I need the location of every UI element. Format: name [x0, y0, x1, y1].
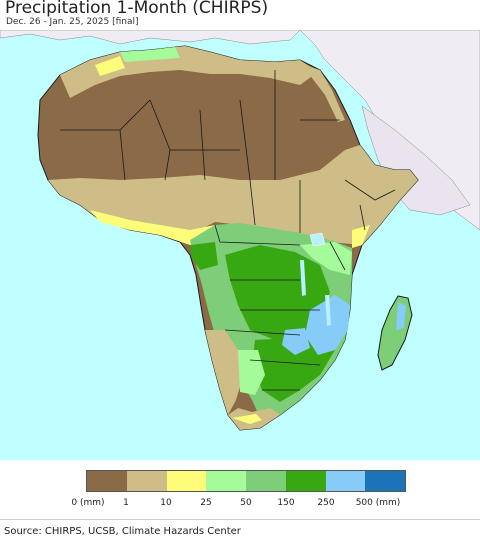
guinea-coast [90, 210, 230, 245]
legend-swatch [206, 471, 246, 491]
arabian-peninsula [361, 105, 471, 216]
map-title: Precipitation 1-Month (CHIRPS) [5, 0, 269, 18]
country-borders [60, 70, 346, 391]
legend-tick-label: 25 [200, 498, 212, 508]
kalahari-green [238, 350, 265, 395]
horn-ethiopia [338, 170, 405, 230]
lake-malawi [325, 295, 331, 326]
nile-corridor [305, 65, 345, 122]
map-header: Precipitation 1-Month (CHIRPS) Dec. 26 -… [0, 0, 480, 30]
legend-swatch [325, 471, 366, 491]
namib-tan [205, 330, 242, 415]
legend-tick-label: 150 [277, 498, 295, 508]
horn-yellow [352, 225, 370, 248]
legend-color-bar [86, 470, 406, 492]
lake-victoria [309, 232, 326, 247]
precipitation-legend: 0 (mm) 1 10 25 50 150 250 500 (mm) [0, 462, 480, 512]
legend-swatch [246, 471, 286, 491]
legend-tick-label: 50 [240, 498, 252, 508]
footer-divider [0, 519, 480, 520]
legend-tick-label: 0 (mm) [71, 498, 105, 508]
legend-tick-label: 250 [317, 498, 335, 508]
west-green-patch [190, 242, 218, 270]
date-range-subtitle: Dec. 26 - Jan. 25, 2025 [final] [6, 17, 139, 27]
horn-borders [344, 179, 396, 231]
maghreb-green [120, 47, 180, 62]
sahel-band [48, 145, 418, 245]
zambezi-blue [282, 328, 310, 355]
cape-yellow [232, 414, 262, 424]
madagascar-blue [396, 302, 406, 330]
legend-swatch [285, 471, 326, 491]
legend-tick-label: 1 [123, 498, 129, 508]
legend-tick-label: 500 (mm) [355, 498, 401, 508]
precipitation-map [0, 30, 480, 460]
maghreb-yellow [95, 56, 125, 76]
legend-swatch [87, 471, 127, 491]
legend-swatch [126, 471, 167, 491]
lake-tanganyika [300, 260, 306, 296]
legend-tick-label: 10 [160, 498, 172, 508]
rift-light-green [300, 242, 352, 275]
legend-swatch [166, 471, 207, 491]
europe-land [0, 30, 301, 45]
source-credit: Source: CHIRPS, UCSB, Climate Hazards Ce… [4, 526, 241, 537]
legend-swatch [365, 471, 405, 491]
